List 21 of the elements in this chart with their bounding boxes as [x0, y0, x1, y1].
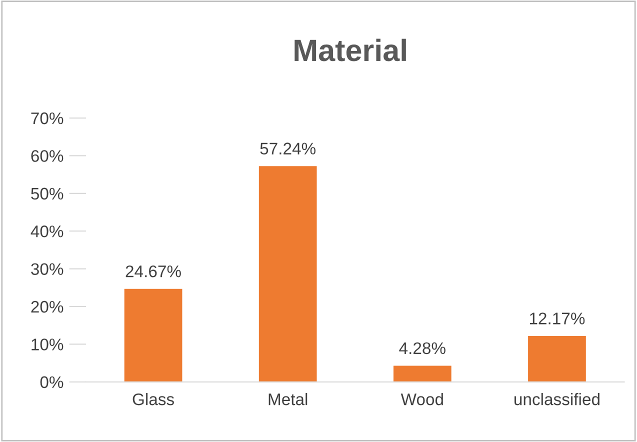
data-label: 24.67%	[126, 265, 181, 278]
bar	[528, 336, 586, 382]
x-tick-label: Metal	[268, 393, 308, 406]
y-tick-label: 70%	[31, 112, 64, 124]
bar	[258, 166, 317, 382]
y-tick-label: 40%	[30, 226, 64, 238]
y-tick-label: 10%	[32, 338, 64, 350]
chart-title: Material	[294, 38, 406, 62]
data-label: 12.17%	[530, 312, 585, 324]
y-tick-label: 20%	[31, 300, 64, 313]
y-tick-label: 60%	[31, 150, 64, 162]
data-label: 4.28%	[399, 342, 446, 354]
x-tick-label: Wood	[400, 393, 443, 406]
x-tick-label: Glass	[132, 393, 174, 406]
bar	[393, 366, 452, 382]
y-tick-label: 50%	[31, 188, 64, 200]
data-label: 57.24%	[260, 142, 316, 154]
y-tick-label: 30%	[31, 263, 64, 275]
y-tick-label: 0%	[40, 376, 64, 388]
bar	[124, 288, 182, 382]
x-tick-label: unclassified	[514, 393, 600, 406]
